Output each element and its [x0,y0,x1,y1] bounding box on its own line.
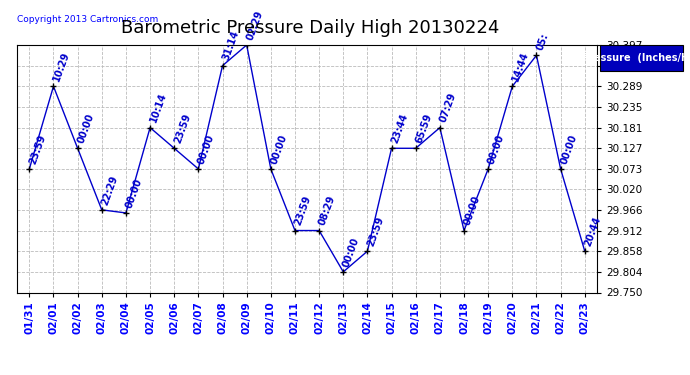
Text: 00:00: 00:00 [76,112,96,145]
Text: 00:00: 00:00 [269,133,289,165]
Text: 31:14: 31:14 [221,30,241,62]
Text: 65:59: 65:59 [414,112,434,145]
Text: 22:29: 22:29 [100,174,120,206]
Text: Barometric Pressure Daily High 20130224: Barometric Pressure Daily High 20130224 [121,19,500,37]
Text: 00:00: 00:00 [486,133,506,165]
Text: 08:29: 08:29 [317,194,337,227]
Text: 00:00: 00:00 [124,177,144,210]
Text: 10:29: 10:29 [52,50,72,83]
Text: 10:14: 10:14 [148,92,168,124]
Text: 05:: 05: [535,32,550,52]
Text: 23:59: 23:59 [28,133,48,165]
Text: 07:29: 07:29 [438,92,458,124]
Text: 23:59: 23:59 [366,215,386,248]
Text: 02:29: 02:29 [245,9,265,42]
Text: 00:00: 00:00 [559,133,579,165]
Text: 23:59: 23:59 [172,112,193,145]
Text: Copyright 2013 Cartronics.com: Copyright 2013 Cartronics.com [17,15,159,24]
Text: 20:44: 20:44 [583,215,603,248]
Text: 14:44: 14:44 [511,50,531,83]
Text: 00:00: 00:00 [342,236,362,268]
Text: 00:00: 00:00 [197,133,217,165]
Text: 23:44: 23:44 [390,112,410,145]
Text: 23:59: 23:59 [293,195,313,227]
Text: 00:00: 00:00 [462,195,482,227]
Text: Pressure  (Inches/Hg): Pressure (Inches/Hg) [582,53,690,63]
